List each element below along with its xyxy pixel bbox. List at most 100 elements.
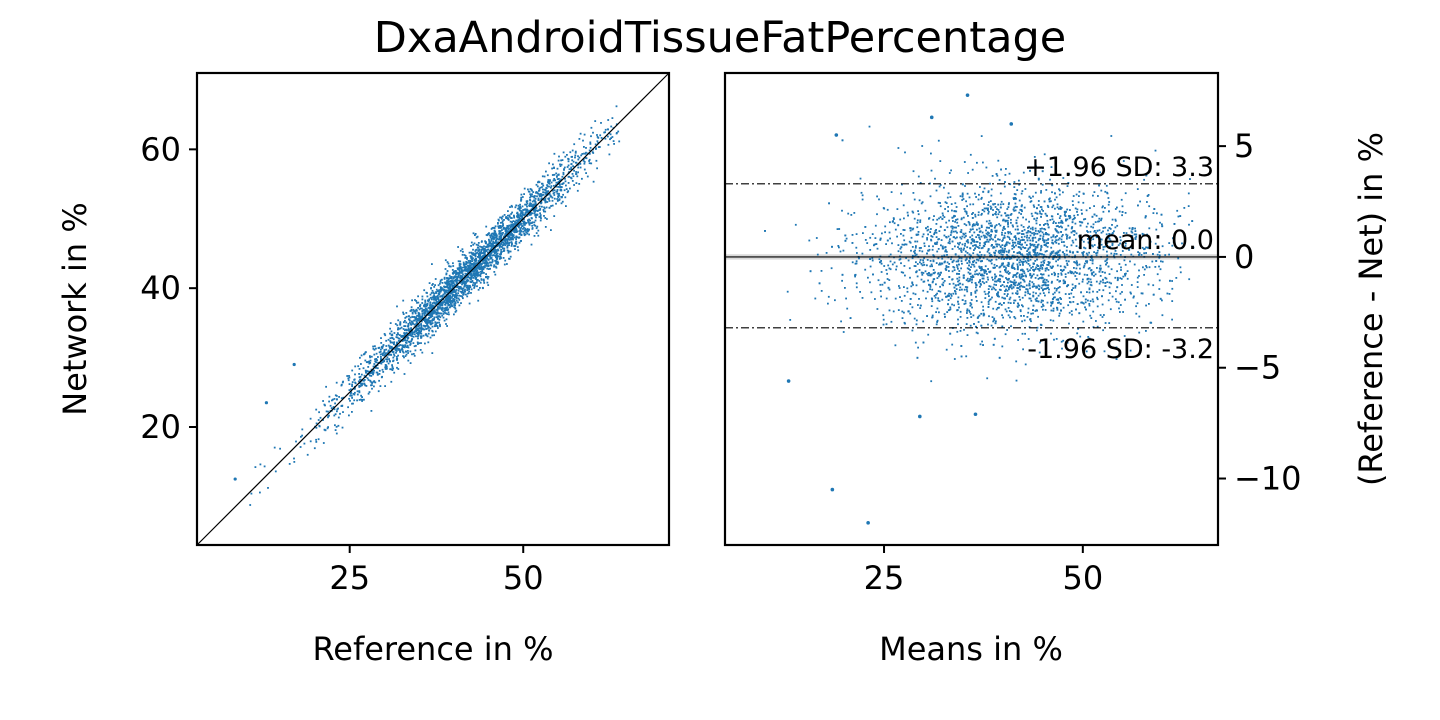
scatter-point bbox=[578, 138, 581, 140]
scatter-point bbox=[461, 288, 464, 290]
scatter-point bbox=[461, 289, 464, 292]
scatter-point bbox=[589, 143, 592, 145]
scatter-point bbox=[325, 410, 328, 413]
scatter-point bbox=[538, 194, 541, 197]
scatter-point bbox=[511, 224, 514, 227]
scatter-point bbox=[382, 371, 385, 373]
bland-altman-point bbox=[1023, 279, 1025, 281]
scatter-point bbox=[466, 261, 469, 264]
bland-altman-point bbox=[861, 252, 864, 255]
scatter-point bbox=[477, 249, 480, 252]
scatter-point bbox=[500, 232, 503, 235]
scatter-point bbox=[427, 341, 430, 344]
scatter-point bbox=[356, 393, 359, 396]
scatter-point bbox=[403, 321, 405, 324]
scatter-point bbox=[334, 413, 337, 416]
scatter-point bbox=[459, 286, 462, 288]
scatter-point bbox=[447, 283, 449, 285]
bland-altman-point bbox=[1042, 167, 1044, 169]
scatter-point bbox=[576, 175, 579, 178]
bland-altman-point bbox=[1030, 212, 1033, 215]
bland-altman-point bbox=[897, 147, 900, 149]
bland-altman-point bbox=[924, 270, 927, 273]
scatter-point bbox=[333, 408, 336, 411]
bland-altman-point bbox=[965, 200, 967, 203]
scatter-point bbox=[519, 228, 522, 230]
bland-altman-point bbox=[992, 238, 994, 241]
scatter-point bbox=[495, 261, 498, 264]
bland-altman-point bbox=[1038, 351, 1041, 354]
scatter-point bbox=[531, 195, 534, 198]
scatter-point bbox=[443, 307, 446, 310]
bland-altman-point bbox=[1008, 310, 1011, 312]
bland-altman-point bbox=[990, 188, 993, 191]
bland-altman-point bbox=[985, 236, 988, 239]
bland-altman-point bbox=[1043, 239, 1046, 242]
bland-altman-point bbox=[994, 289, 997, 291]
scatter-point bbox=[420, 327, 423, 329]
scatter-point bbox=[363, 382, 366, 385]
scatter-point bbox=[477, 288, 480, 291]
bland-altman-point bbox=[968, 222, 971, 224]
scatter-point bbox=[499, 225, 502, 227]
scatter-point bbox=[349, 399, 351, 402]
bland-altman-point bbox=[1066, 262, 1068, 265]
scatter-point bbox=[373, 363, 376, 365]
bland-altman-point bbox=[1102, 205, 1104, 208]
bland-altman-point bbox=[1046, 219, 1049, 222]
bland-altman-point bbox=[1054, 228, 1057, 230]
bland-altman-point bbox=[1041, 273, 1044, 276]
scatter-point bbox=[508, 244, 510, 246]
scatter-point bbox=[579, 166, 582, 169]
scatter-point bbox=[567, 164, 570, 167]
scatter-point bbox=[441, 303, 444, 306]
bland-altman-point bbox=[1075, 262, 1078, 265]
bland-altman-point bbox=[853, 212, 856, 214]
scatter-point bbox=[448, 301, 451, 303]
scatter-point bbox=[411, 331, 414, 334]
bland-altman-point bbox=[945, 221, 948, 224]
bland-altman-point bbox=[1017, 266, 1019, 269]
scatter-point bbox=[402, 335, 405, 338]
bland-altman-point bbox=[1013, 268, 1016, 270]
scatter-point bbox=[394, 344, 397, 347]
scatter-point bbox=[482, 248, 485, 251]
bland-altman-point bbox=[1024, 247, 1027, 249]
bland-altman-point bbox=[1007, 281, 1009, 284]
bland-altman-point bbox=[946, 196, 949, 199]
bland-altman-point bbox=[1033, 156, 1036, 158]
bland-altman-point bbox=[935, 283, 937, 286]
scatter-point bbox=[472, 282, 475, 284]
scatter-point bbox=[333, 414, 336, 417]
scatter-point bbox=[517, 220, 520, 223]
scatter-point bbox=[371, 372, 374, 375]
bland-altman-point bbox=[1110, 252, 1113, 255]
scatter-point bbox=[354, 373, 356, 376]
scatter-point bbox=[506, 241, 509, 243]
bland-altman-point bbox=[854, 274, 856, 277]
scatter-point bbox=[418, 317, 420, 319]
scatter-point bbox=[436, 321, 439, 324]
bland-altman-point bbox=[1027, 292, 1030, 295]
scatter-point bbox=[273, 446, 276, 449]
bland-altman-point bbox=[923, 264, 926, 266]
scatter-point bbox=[477, 242, 480, 244]
bland-altman-point bbox=[1042, 235, 1045, 238]
scatter-point bbox=[351, 369, 354, 372]
scatter-point bbox=[532, 206, 535, 209]
bland-altman-point bbox=[988, 315, 990, 318]
bland-altman-point bbox=[1013, 209, 1016, 212]
scatter-point bbox=[386, 356, 389, 359]
scatter-point bbox=[468, 276, 471, 279]
scatter-point bbox=[426, 295, 429, 298]
bland-altman-point bbox=[987, 207, 989, 210]
bland-altman-point bbox=[1161, 245, 1164, 248]
bland-altman-point bbox=[1006, 295, 1008, 297]
scatter-point bbox=[507, 251, 510, 254]
scatter-point bbox=[448, 280, 451, 283]
scatter-point bbox=[467, 284, 469, 287]
scatter-point bbox=[407, 327, 410, 330]
scatter-point bbox=[616, 132, 618, 134]
